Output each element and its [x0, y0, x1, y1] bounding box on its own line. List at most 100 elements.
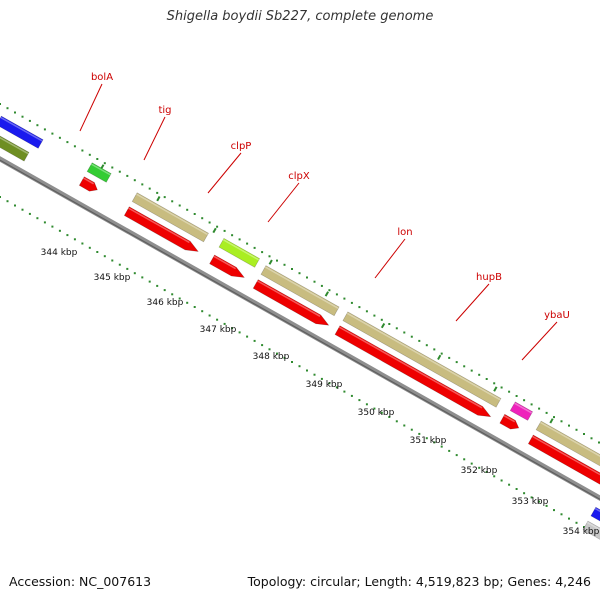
outer-track-dot [568, 424, 570, 427]
inner-track-dot [58, 229, 61, 232]
kbp-tick-label: 349 kbp [306, 380, 343, 390]
inner-track-dot [388, 416, 391, 418]
inner-track-dot [43, 221, 46, 224]
outer-track-dot [163, 196, 166, 199]
kbp-tick-label: 348 kbp [253, 352, 290, 362]
inner-track-dot [28, 212, 31, 215]
outer-track-tick [549, 418, 554, 424]
inner-track-dot [0, 196, 1, 198]
outer-track-dot [103, 162, 106, 165]
inner-track-dot [156, 284, 159, 287]
inner-track-dot [485, 471, 488, 473]
outer-track-dot [66, 141, 69, 144]
feature-grey-bar-lower [582, 520, 600, 540]
outer-track-dot [388, 323, 391, 325]
outer-track-dot [470, 369, 473, 372]
inner-track-dot [126, 267, 129, 270]
outer-track-dot [28, 119, 31, 122]
inner-track-dot [73, 238, 76, 241]
inner-track-dot [306, 369, 308, 372]
inner-track-dot [328, 382, 331, 385]
outer-track-dot [500, 386, 503, 389]
inner-track-dot [298, 365, 301, 368]
gene-label-clpp: clpP [231, 141, 252, 152]
inner-track-dot [553, 509, 555, 512]
inner-track-dot [560, 513, 563, 516]
clpp-feature-bar-highlight [222, 239, 260, 261]
outer-track-dot [276, 259, 278, 262]
inner-track-dot [246, 335, 249, 338]
outer-track-dot [313, 280, 316, 283]
inner-track-dot [141, 276, 144, 279]
outer-track-dot [268, 255, 271, 258]
hupb-feature-bar [509, 401, 534, 421]
bola-cds-bar-highlight [83, 177, 94, 185]
kbp-tick-label: 353 kbp [512, 497, 549, 507]
inner-track-dot [171, 293, 174, 296]
outer-track-dot [51, 132, 54, 135]
inner-track-dot [350, 394, 353, 397]
gene-label-hupb: hupB [476, 272, 502, 283]
outer-track-dot [73, 145, 76, 148]
gene-label-bola: bolA [91, 72, 113, 83]
inner-track-dot [261, 344, 264, 347]
outer-track-dot [96, 158, 99, 160]
accession-label: Accession: NC_007613 [9, 574, 152, 589]
outer-track-dot [538, 407, 541, 410]
outer-track-dot [111, 166, 114, 169]
outer-track-dot [43, 128, 46, 131]
inner-track-dot [433, 441, 436, 444]
outer-track-dot [575, 428, 578, 431]
inner-track-dot [36, 217, 39, 220]
inner-track-dot [148, 280, 151, 283]
outer-track-dot [583, 433, 585, 435]
lon-gene-bar-highlight [346, 312, 501, 401]
clpp-cds-bar [209, 254, 245, 278]
inner-track-dot [283, 356, 286, 359]
feature-green-bar-highlight [90, 163, 111, 176]
outer-track-dot [0, 103, 1, 105]
inner-track-dot [238, 331, 241, 334]
outer-track-dot [231, 234, 234, 237]
hupb-feature-bar-highlight [514, 402, 533, 414]
outer-track-dot [560, 420, 563, 423]
outer-track-dot [126, 174, 129, 177]
tig-cds-bar [123, 206, 199, 252]
inner-track-dot [568, 517, 570, 520]
outer-track-dot [455, 361, 458, 364]
gene-leader-line [455, 283, 490, 322]
outer-track-dot [448, 356, 451, 359]
feature-olive-bar-highlight [0, 136, 29, 155]
outer-track-dot [261, 251, 264, 254]
outer-track-dot [350, 301, 353, 304]
outer-track-dot [545, 411, 548, 414]
outer-track-dot [328, 289, 331, 292]
outer-track-dot [493, 382, 496, 385]
outer-track-dot [148, 187, 151, 190]
outer-track-dot [358, 306, 361, 309]
outer-track-dot [425, 344, 428, 347]
feature-grey-bar-lower-highlight [586, 521, 600, 531]
inner-track-dot [508, 483, 511, 486]
outer-track-dot [410, 335, 413, 338]
inner-track-dot [470, 462, 473, 465]
outer-track-dot [403, 331, 406, 334]
outer-track-dot [14, 111, 16, 114]
inner-track-dot [103, 255, 106, 258]
ybau-gene-bar [535, 420, 600, 467]
hupb-cds-bar-highlight [503, 415, 516, 423]
inner-track-dot [320, 377, 323, 380]
inner-track-dot [51, 225, 54, 228]
outer-track-dot [523, 399, 526, 402]
outer-track-dot [238, 238, 241, 241]
gene-leader-line [521, 321, 558, 361]
clpx-cds-bar-highlight [256, 280, 321, 317]
inner-track-dot [66, 234, 69, 237]
inner-track-dot [21, 208, 24, 211]
tig-gene-bar [131, 192, 209, 243]
outer-track-dot [463, 365, 466, 368]
outer-track-dot [21, 115, 24, 118]
genome-backbone [0, 156, 600, 501]
inner-track-dot [545, 504, 548, 507]
inner-track-dot [523, 492, 526, 495]
